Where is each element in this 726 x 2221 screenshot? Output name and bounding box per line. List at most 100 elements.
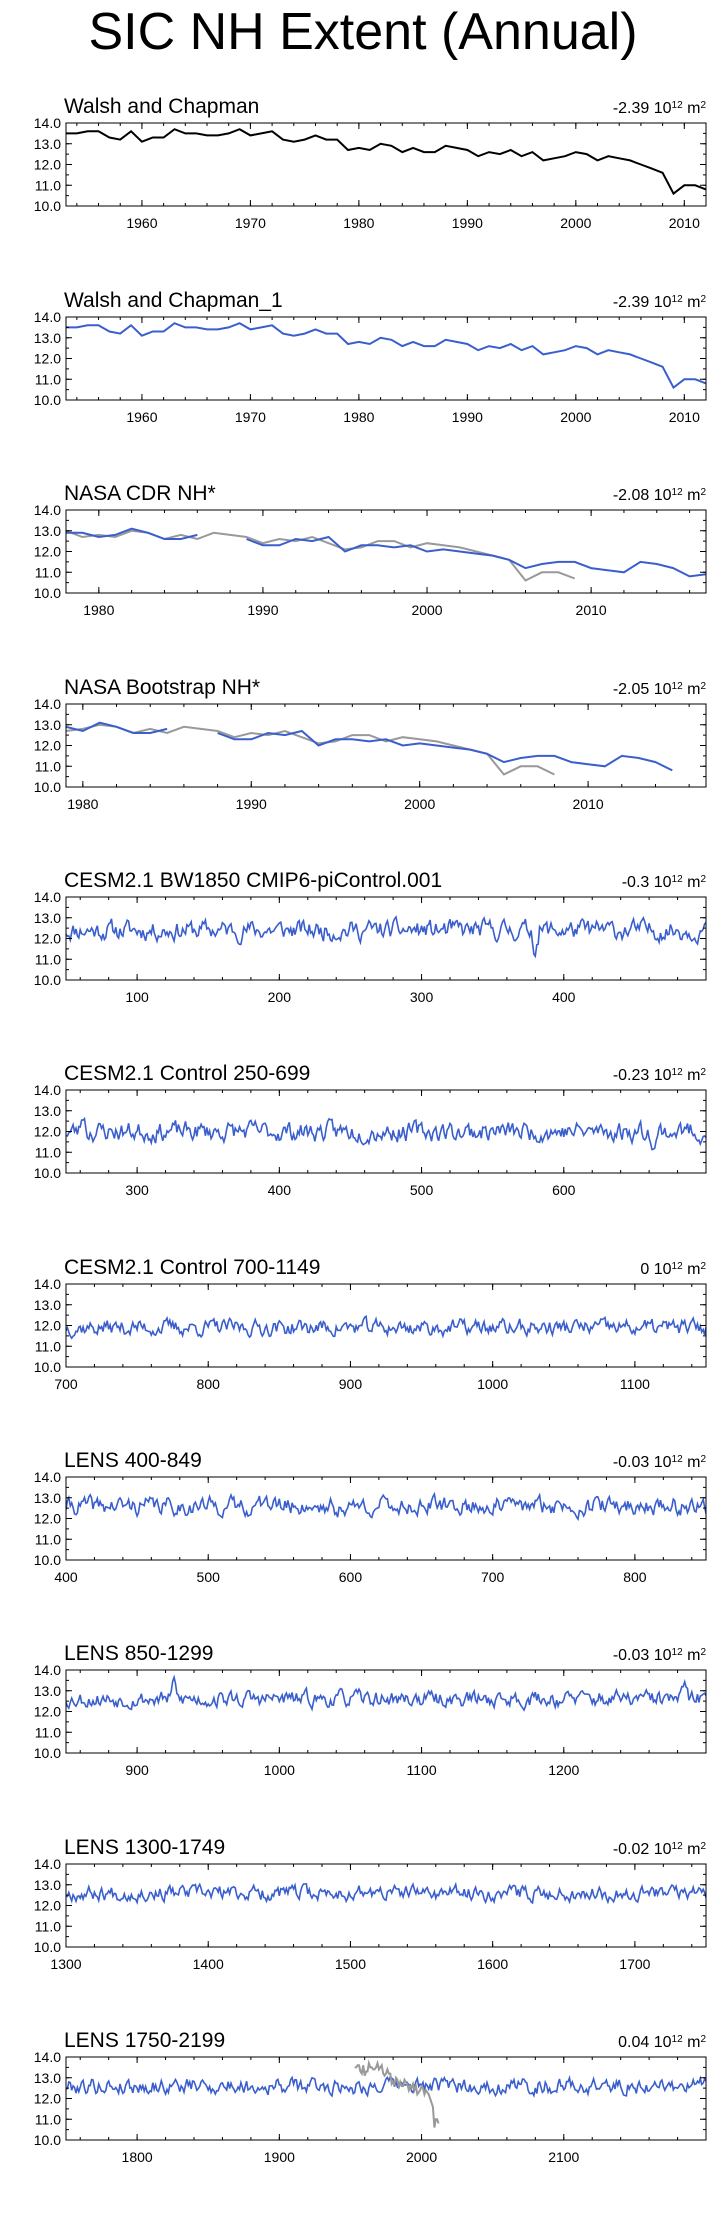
panel-title: LENS 1750-2199	[64, 2029, 225, 2052]
y-tick-label: 13.0	[34, 330, 61, 346]
y-tick-label: 10.0	[34, 779, 61, 795]
trend-part: -2.05	[613, 681, 654, 698]
y-tick-label: 13.0	[34, 1297, 61, 1313]
chart-panel-7: CESM2.1 Control 700-1149 0 1012 m2 10.0 11.…	[34, 1256, 707, 1392]
x-tick-label: 2010	[669, 215, 700, 231]
y-tick-label: 13.0	[34, 523, 61, 539]
y-tick-label: 14.0	[34, 1856, 61, 1872]
x-tick-label: 2010	[573, 796, 604, 812]
y-tick-label: 11.0	[35, 564, 61, 580]
trend-part: 10	[654, 1841, 672, 1858]
trend-part: -0.3	[622, 874, 654, 891]
trend-part: -2.39	[613, 294, 654, 311]
series-line	[66, 721, 168, 734]
x-tick-label: 2010	[576, 602, 607, 618]
trend-part: -2.39	[613, 100, 654, 117]
y-tick-label: 12.0	[34, 1898, 61, 1914]
x-tick-label: 600	[339, 1569, 363, 1585]
trend-part: 2	[700, 1647, 706, 1658]
trend-label: -0.03 1012 m2	[613, 1454, 707, 1472]
x-tick-label: 1900	[264, 2149, 295, 2165]
x-tick-label: 2000	[406, 2149, 437, 2165]
panel-title: Walsh and Chapman_1	[64, 289, 283, 312]
series-line	[246, 535, 706, 578]
trend-part: 12	[672, 1454, 684, 1465]
x-tick-label: 1970	[235, 409, 266, 425]
trend-label: -2.08 1012 m2	[613, 487, 707, 505]
y-tick-label: 12.0	[34, 931, 61, 947]
series-line	[66, 1491, 706, 1522]
trend-part: 10	[654, 874, 672, 891]
trend-part: -0.03	[613, 1647, 654, 1664]
series-line	[66, 128, 706, 196]
chart-panel-11: LENS 1750-2199 0.04 1012 m2 10.0 11.0 12.0 13…	[34, 2029, 707, 2165]
trend-part: 0	[640, 1261, 653, 1278]
y-tick-label: 12.0	[34, 157, 61, 173]
y-tick-label: 10.0	[34, 1359, 61, 1375]
y-tick-label: 11.0	[35, 951, 61, 967]
x-tick-label: 1970	[235, 215, 266, 231]
y-tick-label: 12.0	[34, 2091, 61, 2107]
y-tick-label: 10.0	[34, 1745, 61, 1761]
x-tick-label: 2000	[411, 602, 442, 618]
y-tick-label: 13.0	[34, 136, 61, 152]
trend-part: m	[683, 681, 701, 698]
panel-title: NASA CDR NH*	[64, 482, 216, 505]
trend-part: 10	[654, 1261, 672, 1278]
x-tick-label: 1990	[452, 215, 483, 231]
trend-part: 2	[700, 487, 706, 498]
trend-part: m	[683, 874, 701, 891]
x-tick-label: 500	[197, 1569, 221, 1585]
trend-part: 12	[672, 487, 684, 498]
trend-part: 2	[700, 100, 706, 111]
y-tick-label: 11.0	[35, 1338, 61, 1354]
series-line	[354, 2059, 440, 2128]
trend-part: 10	[654, 2034, 672, 2051]
y-tick-label: 11.0	[35, 2111, 61, 2127]
trend-part: m	[683, 1067, 701, 1084]
chart-panel-3: NASA CDR NH* -2.08 1012 m2 10.0 11.0 12.0 13.…	[34, 482, 707, 618]
trend-part: 2	[700, 2034, 706, 2045]
y-tick-label: 14.0	[34, 1082, 61, 1098]
trend-part: 0.04	[618, 2034, 654, 2051]
trend-part: 2	[700, 874, 706, 885]
trend-label: -0.03 1012 m2	[613, 1647, 707, 1665]
x-tick-label: 1960	[126, 409, 157, 425]
trend-part: -2.08	[613, 487, 654, 504]
plot-frame	[65, 122, 707, 207]
y-tick-label: 13.0	[34, 910, 61, 926]
trend-part: 10	[654, 487, 672, 504]
trend-part: 2	[700, 1067, 706, 1078]
trend-label: -2.05 1012 m2	[613, 681, 707, 699]
trend-part: m	[683, 1261, 701, 1278]
chart-panel-9: LENS 850-1299 -0.03 1012 m2 10.0 11.0 12.0 13…	[34, 1642, 707, 1778]
y-tick-label: 13.0	[34, 717, 61, 733]
series-line	[66, 1881, 706, 1905]
y-tick-label: 11.0	[35, 177, 61, 193]
trend-part: 12	[672, 1647, 684, 1658]
x-tick-label: 1400	[193, 1956, 224, 1972]
trend-part: m	[683, 1454, 701, 1471]
x-tick-label: 2000	[560, 409, 591, 425]
y-tick-label: 14.0	[34, 1469, 61, 1485]
series-line	[66, 527, 198, 540]
trend-part: 2	[700, 1841, 706, 1852]
x-tick-label: 300	[125, 1182, 149, 1198]
trend-label: -0.3 1012 m2	[622, 874, 707, 892]
x-tick-label: 300	[410, 989, 434, 1005]
trend-part: 2	[700, 1454, 706, 1465]
chart-panel-10: LENS 1300-1749 -0.02 1012 m2 10.0 11.0 12.0 1…	[34, 1836, 707, 1972]
series-line	[66, 322, 706, 390]
trend-label: -0.02 1012 m2	[613, 1841, 707, 1859]
panel-title: CESM2.1 BW1850 CMIP6-piControl.001	[64, 869, 442, 892]
trend-part: 2	[700, 1261, 706, 1272]
y-tick-label: 13.0	[34, 1490, 61, 1506]
chart-panel-2: Walsh and Chapman_1 -2.39 1012 m2 10.0 11.0…	[34, 289, 707, 425]
y-tick-label: 11.0	[35, 1724, 61, 1740]
chart-panel-1: Walsh and Chapman -2.39 1012 m2 10.0 11.0 12…	[34, 95, 707, 231]
x-tick-label: 100	[125, 989, 149, 1005]
x-tick-label: 200	[268, 989, 292, 1005]
chart-panel-6: CESM2.1 Control 250-699 -0.23 1012 m2 10.0…	[34, 1062, 707, 1198]
trend-part: 10	[654, 100, 672, 117]
